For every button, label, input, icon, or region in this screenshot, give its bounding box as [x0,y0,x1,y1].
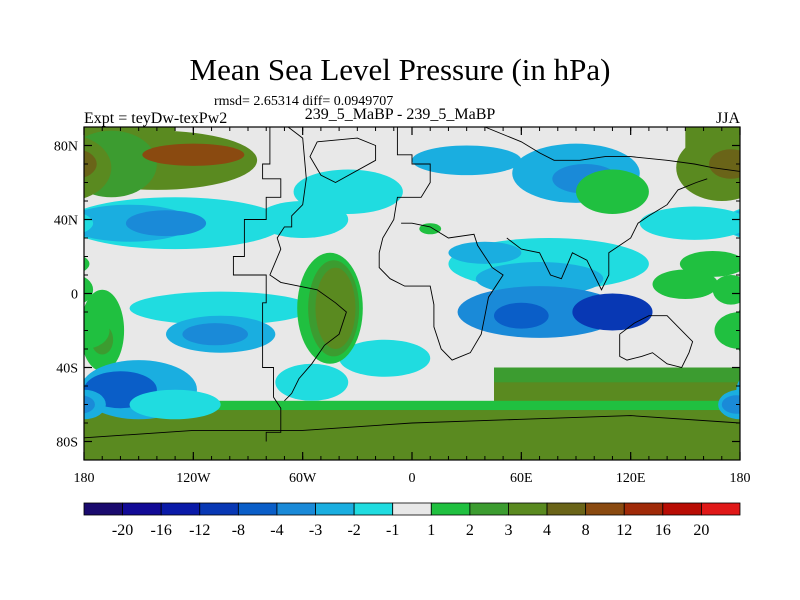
colorbar-label: 4 [543,522,551,539]
colorbar-swatch [276,502,316,516]
field-blob [493,302,549,329]
y-tick-label: 40N [54,214,78,229]
y-tick-label: 80S [56,436,78,451]
y-tick-label: 40S [56,362,78,377]
colorbar-label: -20 [112,522,133,539]
field-blob [639,206,740,240]
coastline [378,127,504,361]
field-blob [142,143,245,166]
colorbar-swatch [662,502,702,516]
field-blob [419,223,442,235]
field-blob [714,312,740,349]
colorbar-swatch [315,502,355,516]
field-blob [709,149,740,179]
field-blob [84,214,94,233]
colorbar-label: -12 [189,522,210,539]
field-blob [275,363,349,401]
colorbar-label: -3 [309,522,322,539]
field-blob [448,241,522,264]
field-blob [84,137,112,199]
field-blob [572,293,653,331]
colorbar-label: 2 [466,522,474,539]
colorbar-swatch [430,502,471,516]
x-tick-label: 120W [176,471,211,486]
field-band [84,400,740,411]
x-tick-label: 0 [409,471,416,486]
field-band [494,367,740,383]
x-tick-label: 180 [74,471,95,486]
pressure-field [84,127,740,460]
field-blob [576,169,649,214]
field-blob [84,150,97,178]
colorbar-label: 3 [504,522,512,539]
field-blob [315,267,356,349]
y-tick-label: 0 [71,288,78,303]
colorbar-label: 20 [693,522,709,539]
colorbar-swatch [585,502,625,516]
colorbar-label: -1 [386,522,399,539]
colorbar-swatch [469,502,509,516]
colorbar-swatch [83,502,123,516]
coastline [269,127,347,402]
field-blob [712,275,740,305]
coastline [232,127,282,442]
colorbar-swatch [122,502,162,516]
colorbar-swatch [546,502,587,516]
run-label: 239_5_MaBP - 239_5_MaBP [304,106,496,123]
colorbar-swatch [237,502,278,516]
coastline [84,415,740,439]
x-tick-label: 60E [510,471,533,486]
field-blob [84,395,95,414]
colorbar-swatch [160,502,201,516]
colorbar-swatch [508,502,548,516]
field-blob [182,323,248,346]
field-blob [475,262,604,296]
field-blob [84,312,110,349]
colorbar-swatch [353,502,394,516]
coastline [309,137,377,184]
colorbar-label: 12 [616,522,632,539]
chart-title: Mean Sea Level Pressure (in hPa) [189,52,611,87]
colorbar-swatch [701,502,741,516]
axes: 180 120W 60W 0 60E 120E 180 80N 40N 0 40S 80S [54,126,751,486]
field-blob [125,210,207,237]
x-tick-label: 120E [616,471,646,486]
field-blob [339,339,431,377]
field-blob [721,395,740,414]
stats-line: rmsd= 2.65314 diff= 0.0949707 [214,94,394,109]
colorbar-label: -8 [232,522,245,539]
continent-outlines [84,127,740,442]
colorbar-label: 8 [582,522,590,539]
colorbar-swatch [623,502,664,516]
field-blob [129,389,221,420]
experiment-label: Expt = teyDw-texPw2 [84,110,228,127]
colorbar-label: -16 [151,522,172,539]
colorbar-swatch [199,502,239,516]
field-blob [84,130,157,198]
colorbar: -20 -16 -12 -8 -4 -3 -2 -1 1 2 3 4 8 12 16 20 [83,502,741,539]
colorbar-label: -2 [347,522,360,539]
x-tick-label: 60W [289,471,317,486]
field-blob [736,308,740,353]
x-tick-label: 180 [730,471,751,486]
coastline [619,315,694,369]
colorbar-label: 1 [427,522,435,539]
field-blob [412,145,522,176]
field-blob [84,256,90,272]
field-blob [736,379,740,400]
colorbar-label: 16 [655,522,671,539]
colorbar-swatch [392,502,432,516]
y-tick-label: 80N [54,140,78,155]
field-blob [293,169,403,214]
coastline [484,127,740,172]
season-label: JJA [715,110,740,127]
coastline [506,178,708,291]
colorbar-label: -4 [270,522,283,539]
field-blob [652,269,719,300]
